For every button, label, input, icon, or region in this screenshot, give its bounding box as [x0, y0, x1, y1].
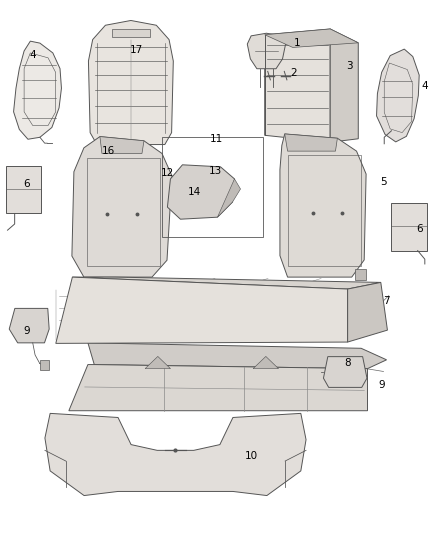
Polygon shape [348, 282, 388, 342]
Text: 1: 1 [294, 38, 300, 48]
Text: 13: 13 [209, 166, 222, 176]
Polygon shape [72, 136, 172, 277]
Text: 10: 10 [245, 451, 258, 462]
Polygon shape [330, 29, 358, 142]
Text: 4: 4 [29, 51, 36, 60]
Text: 16: 16 [101, 146, 115, 156]
Text: 7: 7 [383, 296, 389, 306]
Polygon shape [9, 309, 49, 343]
Text: 3: 3 [346, 61, 353, 71]
Text: 8: 8 [345, 358, 351, 368]
Text: 6: 6 [23, 179, 30, 189]
Polygon shape [377, 49, 419, 142]
Polygon shape [145, 357, 170, 369]
Polygon shape [100, 136, 144, 154]
Polygon shape [56, 277, 348, 343]
Text: 17: 17 [130, 45, 143, 55]
Polygon shape [45, 414, 306, 496]
Text: 2: 2 [290, 69, 297, 78]
Text: 6: 6 [416, 224, 423, 235]
Polygon shape [285, 134, 337, 151]
Polygon shape [265, 29, 330, 142]
Bar [162, 136, 262, 237]
Polygon shape [88, 20, 173, 144]
Polygon shape [72, 277, 381, 289]
Polygon shape [69, 365, 367, 411]
Polygon shape [112, 29, 149, 37]
Polygon shape [265, 29, 358, 47]
Polygon shape [355, 269, 366, 280]
Text: 9: 9 [378, 380, 385, 390]
Polygon shape [6, 166, 42, 214]
Text: 14: 14 [188, 187, 201, 197]
Polygon shape [323, 357, 367, 387]
Text: 4: 4 [421, 81, 428, 91]
Polygon shape [14, 41, 61, 139]
Polygon shape [88, 343, 387, 369]
Text: 11: 11 [210, 134, 223, 144]
Polygon shape [253, 357, 279, 369]
Polygon shape [247, 33, 286, 69]
Polygon shape [391, 203, 427, 251]
Polygon shape [167, 165, 234, 219]
Bar [40, 360, 49, 370]
Text: 5: 5 [380, 176, 387, 187]
Polygon shape [218, 179, 240, 217]
Text: 12: 12 [161, 168, 174, 178]
Text: 9: 9 [23, 326, 30, 336]
Polygon shape [280, 134, 366, 277]
